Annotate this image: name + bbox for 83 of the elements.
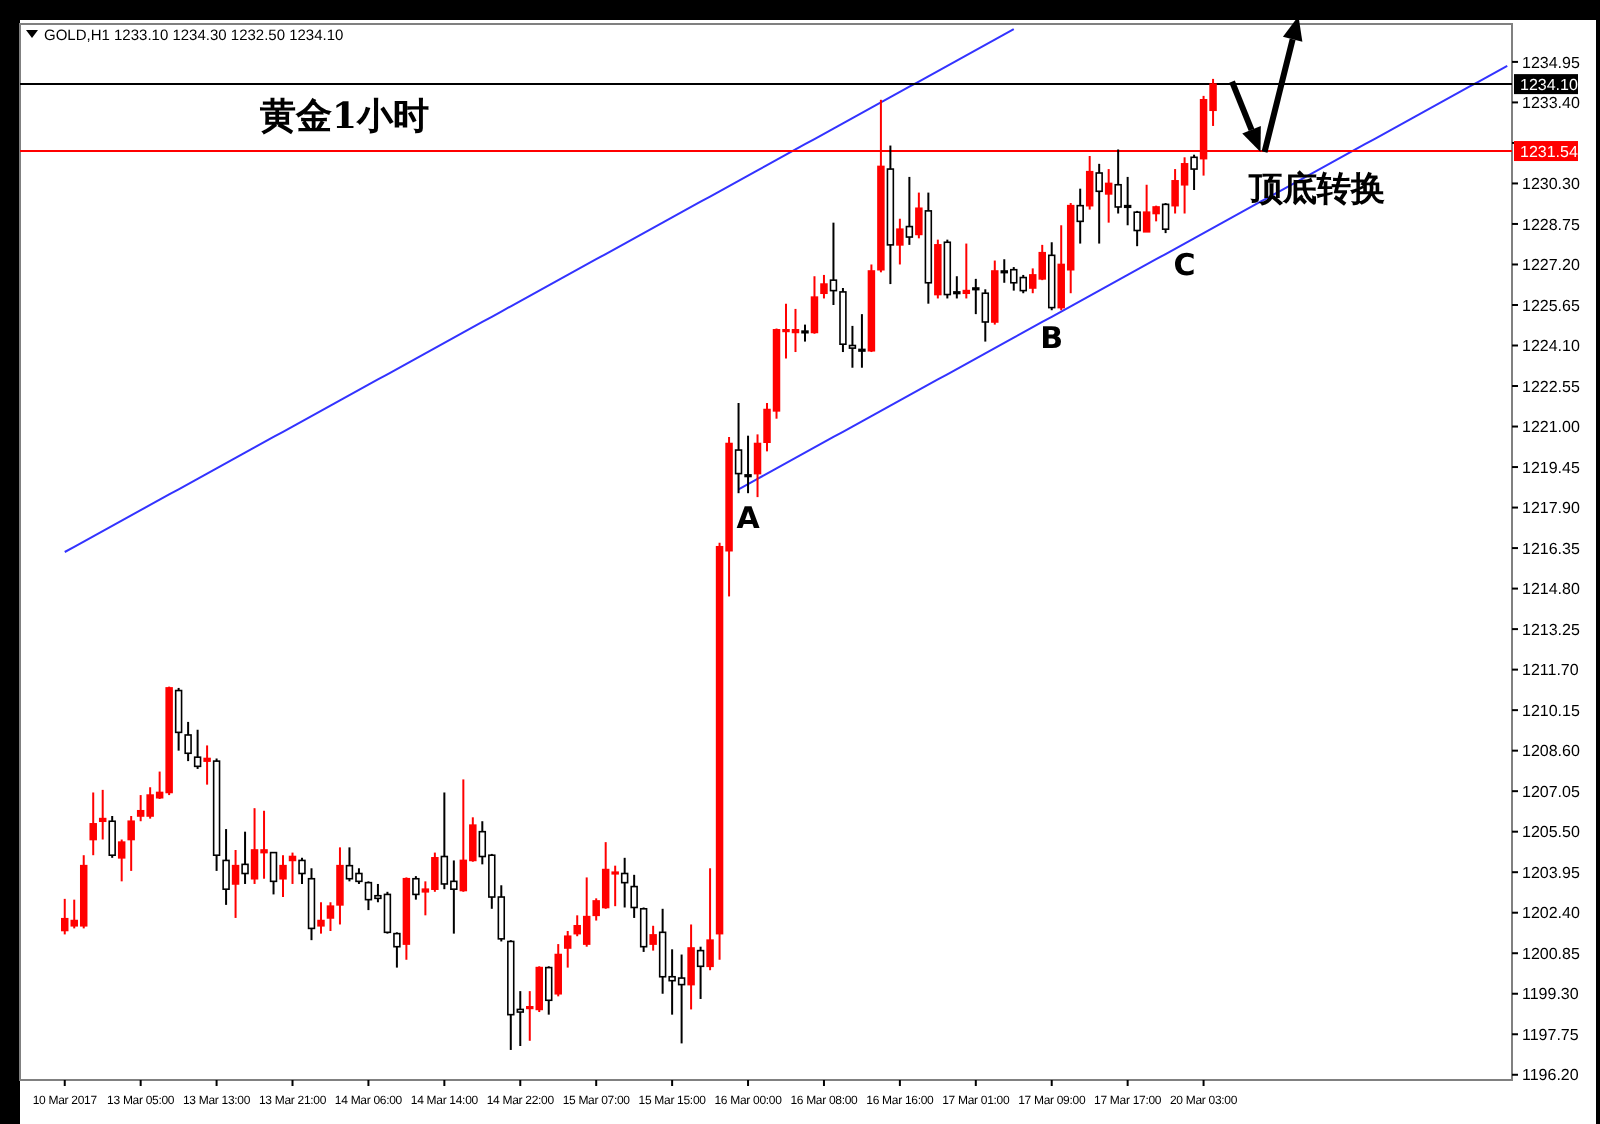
line-series: [737, 64, 1509, 491]
candlestick: [981, 288, 990, 343]
y-tick-label: 1210.15: [1522, 701, 1581, 720]
candlestick: [972, 277, 980, 316]
candlestick: [753, 433, 762, 499]
candlestick: [1095, 162, 1103, 245]
candlestick: [915, 191, 923, 240]
candlestick: [1104, 168, 1113, 224]
y-tick-label: 1205.50: [1522, 823, 1581, 842]
annotation: 顶底转换: [1246, 170, 1385, 211]
annotation: C: [1173, 246, 1196, 283]
y-tick-label: 1200.85: [1522, 944, 1581, 963]
candlestick: [317, 901, 325, 935]
candlestick: [279, 854, 287, 899]
candlestick: [905, 175, 914, 246]
candlestick: [649, 924, 657, 952]
y-tick-label: 1228.75: [1522, 215, 1581, 234]
y-tick-label: 1199.30: [1522, 985, 1580, 1004]
candlestick: [630, 873, 638, 919]
candlestick: [222, 828, 230, 906]
candlestick: [858, 313, 866, 369]
candlestick: [829, 221, 838, 306]
candlestick: [687, 923, 695, 1011]
candlestick: [241, 830, 249, 885]
candlestick: [620, 856, 629, 909]
candlestick: [89, 791, 97, 857]
candlestick: [810, 275, 819, 335]
y-tick-label: 1225.65: [1522, 296, 1581, 315]
candlestick: [545, 965, 553, 1016]
candlestick: [706, 867, 714, 972]
candlestick: [203, 744, 211, 786]
candlestick: [1085, 155, 1094, 211]
y-tick-label: 1203.95: [1522, 863, 1581, 882]
candlestick: [820, 273, 828, 300]
candlestick: [193, 728, 202, 770]
candlestick: [1133, 209, 1141, 248]
candlestick: [848, 324, 857, 369]
candlestick: [744, 434, 752, 495]
candlestick: [696, 945, 705, 1000]
y-tick-label: 1227.20: [1522, 256, 1581, 275]
candlestick: [393, 931, 401, 969]
candlestick: [127, 815, 135, 872]
y-tick-label: 1224.10: [1522, 337, 1581, 356]
y-tick-label: 1230.30: [1522, 175, 1581, 194]
candlestick: [184, 720, 192, 763]
y-tick-label: 1197.75: [1522, 1025, 1580, 1044]
candlestick: [639, 906, 648, 953]
candlestick: [896, 217, 904, 266]
y-tick-label: 1208.60: [1522, 742, 1581, 761]
candlestick: [554, 943, 562, 998]
y-tick-label: 1214.80: [1522, 580, 1581, 599]
candlestick: [563, 930, 572, 969]
candlestick: [734, 402, 743, 495]
y-tick-label: 1211.70: [1522, 661, 1580, 680]
candlestick: [117, 838, 126, 883]
y-tick-label: 1202.40: [1522, 904, 1581, 923]
ref-line-label: 1231.54: [1520, 142, 1579, 161]
candlestick: [412, 875, 420, 901]
y-tick-label: 1233.40: [1522, 94, 1581, 113]
candlestick: [108, 815, 116, 859]
candlestick: [98, 788, 107, 841]
candlestick: [288, 851, 297, 885]
candlestick: [1076, 187, 1084, 245]
candlestick: [269, 851, 278, 896]
y-tick-label: 1207.05: [1522, 782, 1581, 801]
candlestick: [298, 856, 306, 885]
candlestick: [174, 686, 183, 752]
candlestick: [1190, 153, 1198, 191]
y-tick-label: 1196.20: [1522, 1066, 1580, 1085]
annotation: B: [1040, 320, 1064, 357]
candlestick: [231, 848, 240, 919]
y-tick-label: 1221.00: [1522, 418, 1581, 437]
text: 黄金1小时: [258, 96, 430, 138]
ref-line-label: 1234.10: [1520, 75, 1579, 94]
y-tick-label: 1219.45: [1522, 458, 1581, 477]
y-tick-label: 1234.95: [1522, 53, 1581, 72]
y-tick-label: 1222.55: [1522, 377, 1581, 396]
candlestick: [1161, 202, 1170, 235]
y-tick-label: 1213.25: [1522, 620, 1581, 639]
candlestick: [962, 242, 971, 300]
y-tick-label: 1216.35: [1522, 539, 1581, 558]
y-tick-label: 1217.90: [1522, 499, 1581, 518]
annotation: A: [736, 500, 761, 537]
